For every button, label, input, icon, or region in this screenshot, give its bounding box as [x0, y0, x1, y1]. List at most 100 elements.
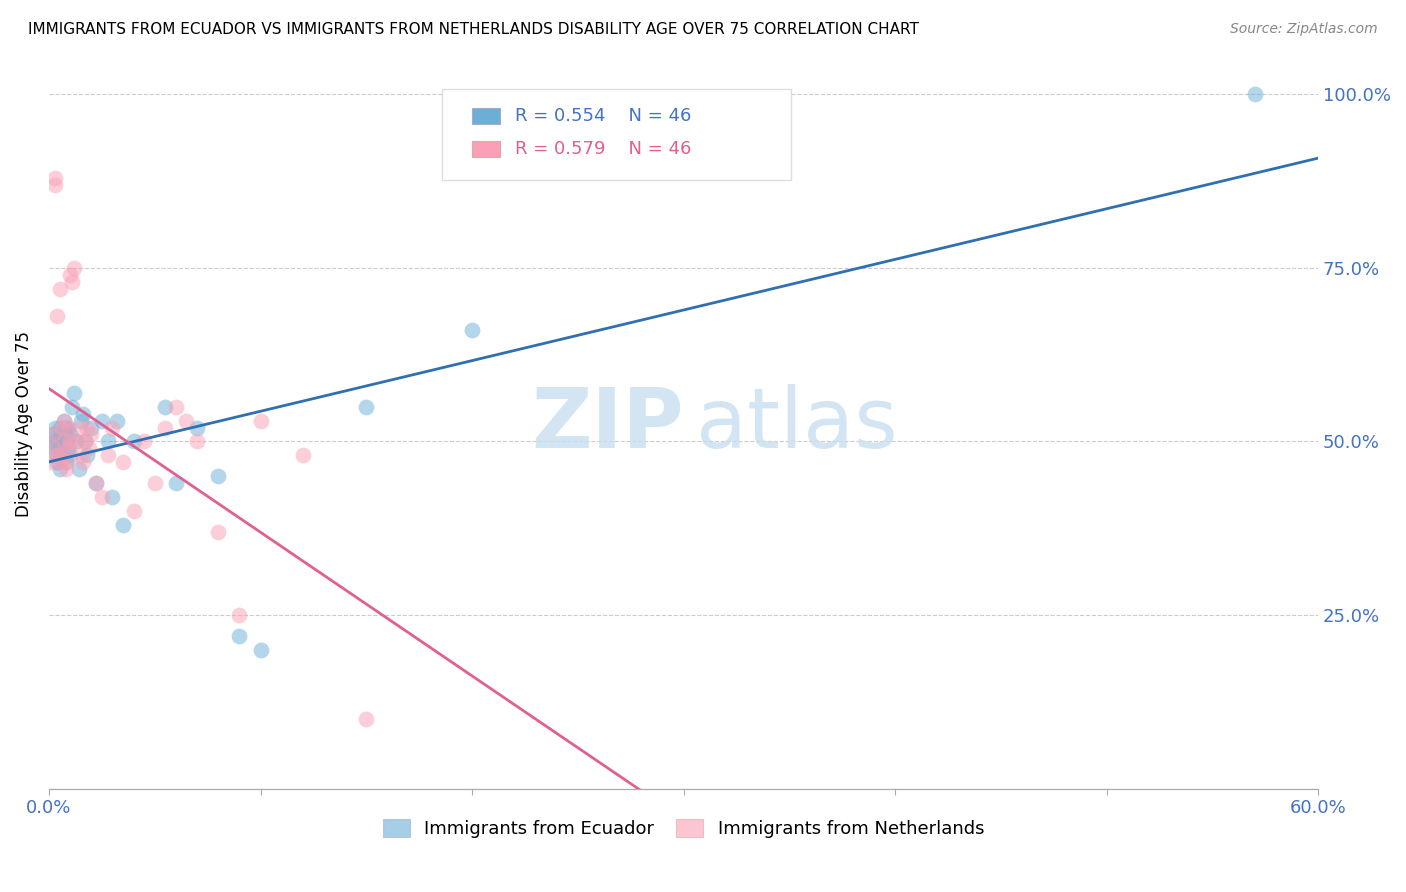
Point: [51, 427, 73, 442]
Point: [44, 178, 66, 192]
Point: [67, 420, 90, 434]
Point: [176, 414, 198, 428]
Point: [51, 448, 73, 462]
Point: [134, 434, 156, 449]
Point: [51, 420, 73, 434]
Point: [52, 434, 75, 449]
Text: atlas: atlas: [696, 384, 898, 465]
Point: [42, 427, 65, 442]
Point: [84, 476, 107, 491]
Point: [72, 455, 94, 469]
Point: [59, 448, 82, 462]
Bar: [471, 109, 499, 125]
Y-axis label: Disability Age Over 75: Disability Age Over 75: [15, 331, 32, 517]
Point: [1243, 87, 1265, 102]
Text: Source: ZipAtlas.com: Source: ZipAtlas.com: [1230, 22, 1378, 37]
Point: [69, 414, 91, 428]
Point: [72, 407, 94, 421]
Point: [105, 414, 128, 428]
Bar: [471, 141, 499, 157]
Point: [77, 442, 100, 456]
Point: [48, 462, 70, 476]
Point: [46, 455, 69, 469]
Point: [122, 504, 145, 518]
Point: [101, 490, 124, 504]
FancyBboxPatch shape: [443, 89, 792, 180]
Point: [56, 442, 79, 456]
Point: [42, 427, 65, 442]
Point: [56, 420, 79, 434]
Point: [101, 420, 124, 434]
Point: [60, 400, 83, 414]
Point: [249, 414, 271, 428]
Point: [461, 323, 484, 337]
Point: [46, 434, 69, 449]
Point: [207, 469, 229, 483]
Point: [59, 434, 82, 449]
Point: [80, 420, 103, 434]
Point: [90, 490, 112, 504]
Point: [67, 462, 90, 476]
Point: [39, 455, 62, 469]
Point: [155, 400, 177, 414]
Point: [80, 427, 103, 442]
Point: [90, 414, 112, 428]
Point: [44, 170, 66, 185]
Point: [55, 420, 77, 434]
Point: [97, 434, 120, 449]
Point: [52, 414, 75, 428]
Point: [155, 420, 177, 434]
Point: [56, 442, 79, 456]
Text: R = 0.554    N = 46: R = 0.554 N = 46: [515, 107, 692, 126]
Point: [51, 448, 73, 462]
Point: [111, 517, 134, 532]
Point: [97, 448, 120, 462]
Point: [46, 448, 69, 462]
Point: [165, 476, 187, 491]
Point: [73, 434, 96, 449]
Point: [249, 642, 271, 657]
Legend: Immigrants from Ecuador, Immigrants from Netherlands: Immigrants from Ecuador, Immigrants from…: [375, 812, 991, 845]
Point: [44, 420, 66, 434]
Point: [356, 712, 378, 726]
Point: [55, 434, 77, 449]
Point: [76, 448, 98, 462]
Point: [48, 420, 70, 434]
Point: [356, 400, 378, 414]
Point: [65, 434, 87, 449]
Point: [44, 442, 66, 456]
Point: [59, 427, 82, 442]
Text: R = 0.579    N = 46: R = 0.579 N = 46: [515, 140, 692, 158]
Point: [186, 434, 208, 449]
Point: [60, 275, 83, 289]
Point: [39, 448, 62, 462]
Point: [69, 448, 91, 462]
Point: [48, 282, 70, 296]
Point: [48, 455, 70, 469]
Point: [65, 434, 87, 449]
Point: [42, 434, 65, 449]
Text: ZIP: ZIP: [531, 384, 683, 465]
Point: [122, 434, 145, 449]
Point: [55, 455, 77, 469]
Point: [55, 462, 77, 476]
Point: [111, 455, 134, 469]
Text: IMMIGRANTS FROM ECUADOR VS IMMIGRANTS FROM NETHERLANDS DISABILITY AGE OVER 75 CO: IMMIGRANTS FROM ECUADOR VS IMMIGRANTS FR…: [28, 22, 920, 37]
Point: [84, 476, 107, 491]
Point: [291, 448, 314, 462]
Point: [207, 524, 229, 539]
Point: [48, 442, 70, 456]
Point: [59, 268, 82, 282]
Point: [52, 414, 75, 428]
Point: [42, 442, 65, 456]
Point: [56, 420, 79, 434]
Point: [63, 260, 86, 275]
Point: [76, 420, 98, 434]
Point: [73, 434, 96, 449]
Point: [46, 310, 69, 324]
Point: [186, 420, 208, 434]
Point: [63, 385, 86, 400]
Point: [143, 476, 166, 491]
Point: [228, 607, 250, 622]
Point: [228, 629, 250, 643]
